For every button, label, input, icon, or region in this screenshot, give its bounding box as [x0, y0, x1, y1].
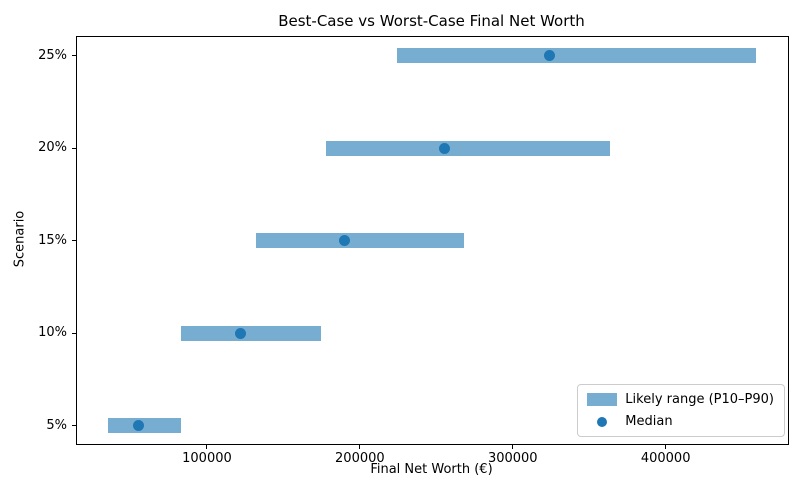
median-dot	[132, 420, 144, 431]
legend-label-range: Likely range (P10–P90)	[625, 392, 774, 407]
y-tick-label: 20%	[38, 140, 67, 155]
y-axis-label: Scenario	[12, 210, 28, 268]
range-bar-swatch-icon	[587, 393, 618, 406]
x-tick-label: 300000	[487, 451, 538, 466]
y-tick-label: 25%	[38, 47, 67, 63]
y-tick-label: 5%	[46, 417, 67, 433]
x-axis-tick	[359, 445, 361, 449]
median-dot	[439, 142, 451, 154]
y-tick-label: 10%	[38, 325, 67, 340]
median-dot	[543, 50, 555, 61]
x-axis-tick	[206, 445, 208, 449]
x-axis-tick	[512, 445, 514, 449]
y-axis-tick	[72, 240, 76, 241]
legend-label-median: Median	[625, 414, 673, 429]
legend-entry-median: Median	[587, 414, 774, 429]
x-axis-tick	[665, 445, 667, 449]
chart-title: Best-Case vs Worst-Case Final Net Worth	[278, 12, 585, 30]
likely-range-bar	[108, 418, 181, 433]
y-axis-tick	[72, 147, 76, 149]
x-tick-label: 200000	[335, 451, 385, 466]
x-tick-label: 100000	[182, 451, 232, 466]
y-tick-label: 15%	[38, 232, 67, 248]
y-axis-tick	[72, 425, 76, 426]
median-swatch-box	[587, 416, 617, 427]
y-axis-tick	[72, 332, 76, 334]
median-dot	[235, 327, 247, 339]
plot-area: 100000 200000 300000 400000 5% 10% 15% 20% 25% L…	[38, 36, 789, 466]
likely-range-bar	[255, 233, 464, 248]
x-axis-label: Final Net Worth (€)	[370, 462, 493, 477]
range-swatch-box	[587, 393, 618, 406]
likely-range-bar	[180, 325, 321, 341]
legend-entry-range: Likely range (P10–P90)	[587, 392, 774, 407]
x-tick-label: 400000	[640, 451, 691, 466]
y-axis-tick	[72, 55, 76, 56]
median-dot	[339, 235, 351, 246]
likely-range-bar	[326, 140, 610, 156]
median-dot-swatch-icon	[597, 416, 608, 427]
legend: Likely range (P10–P90) Median	[577, 384, 785, 437]
likely-range-bar	[397, 48, 756, 63]
